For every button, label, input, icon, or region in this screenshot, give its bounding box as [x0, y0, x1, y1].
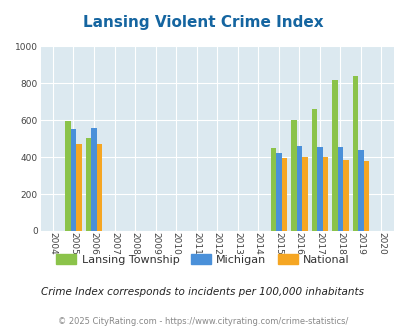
- Bar: [91, 127, 96, 231]
- Bar: [322, 157, 327, 231]
- Bar: [296, 147, 301, 231]
- Legend: Lansing Township, Michigan, National: Lansing Township, Michigan, National: [52, 250, 353, 269]
- Bar: [352, 76, 357, 231]
- Bar: [275, 153, 281, 231]
- Bar: [363, 161, 369, 231]
- Bar: [290, 120, 296, 231]
- Bar: [96, 144, 102, 231]
- Bar: [70, 129, 76, 231]
- Text: Lansing Violent Crime Index: Lansing Violent Crime Index: [83, 15, 322, 30]
- Text: Crime Index corresponds to incidents per 100,000 inhabitants: Crime Index corresponds to incidents per…: [41, 287, 364, 297]
- Text: © 2025 CityRating.com - https://www.cityrating.com/crime-statistics/: © 2025 CityRating.com - https://www.city…: [58, 317, 347, 326]
- Bar: [342, 160, 348, 231]
- Bar: [65, 121, 70, 231]
- Bar: [281, 158, 286, 231]
- Bar: [357, 150, 363, 231]
- Bar: [331, 81, 337, 231]
- Bar: [85, 138, 91, 231]
- Bar: [311, 110, 316, 231]
- Bar: [301, 157, 307, 231]
- Bar: [76, 144, 81, 231]
- Bar: [270, 148, 275, 231]
- Bar: [316, 148, 322, 231]
- Bar: [337, 147, 342, 231]
